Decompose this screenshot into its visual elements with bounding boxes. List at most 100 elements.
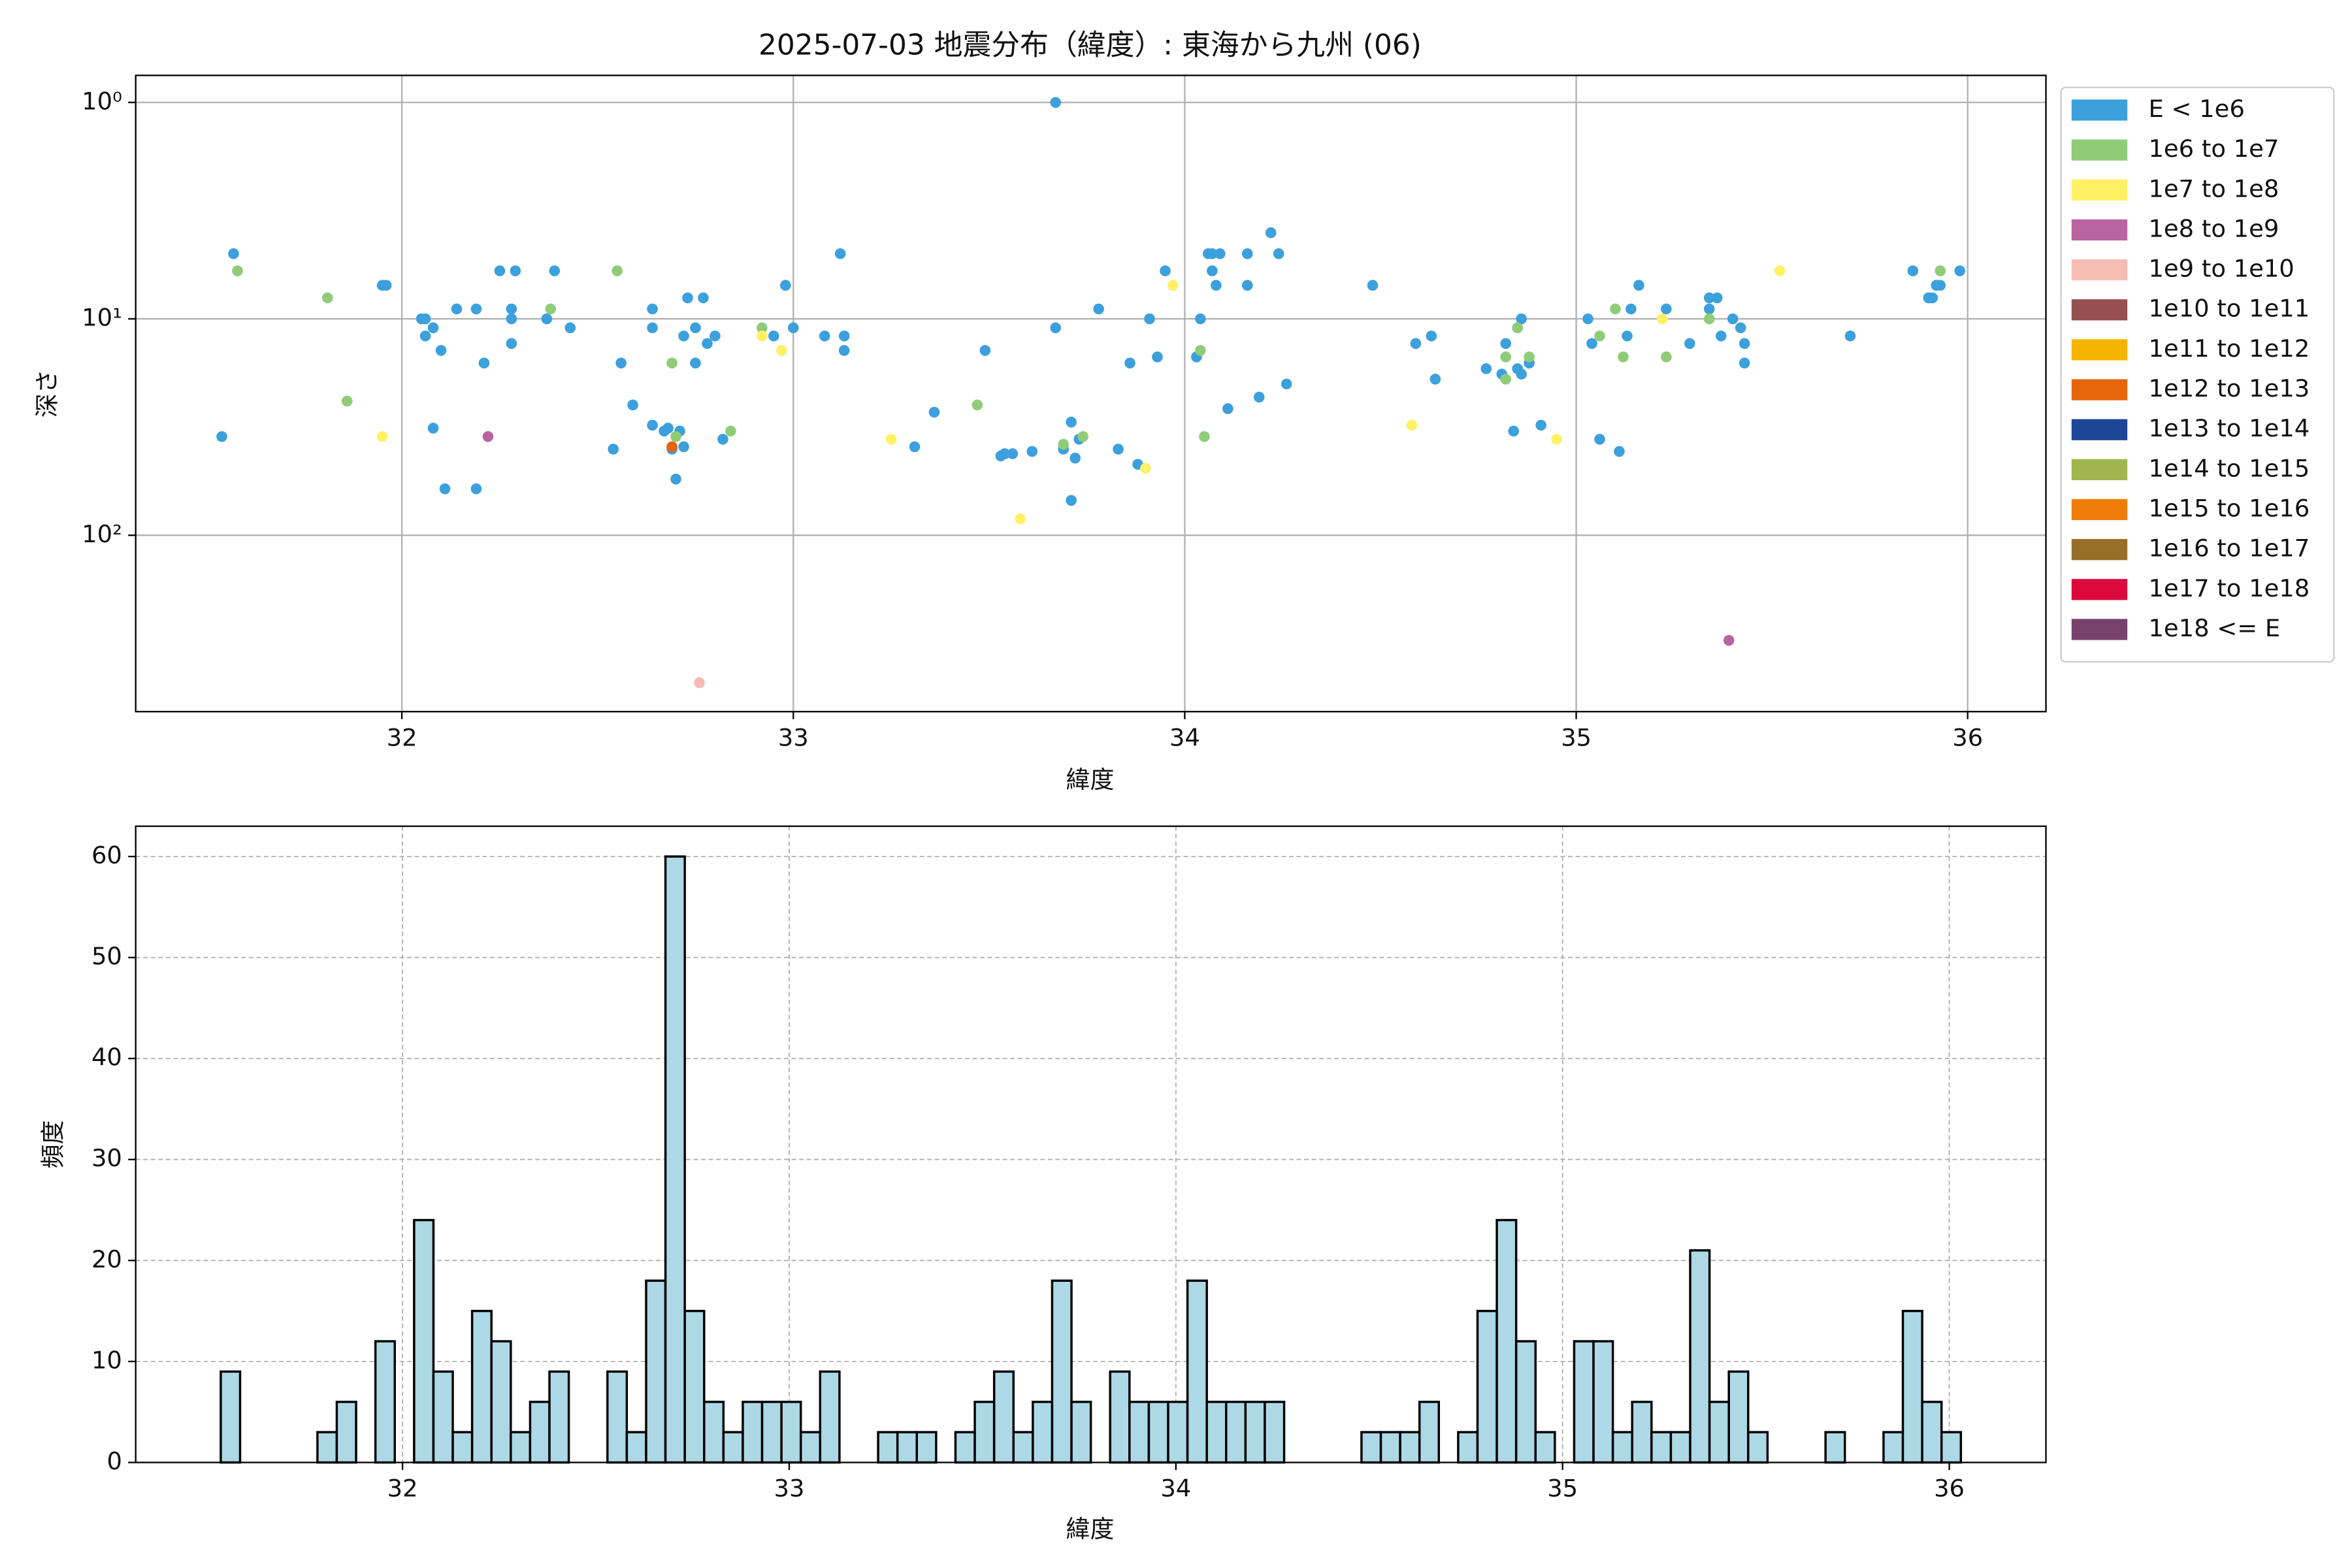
histogram-bar xyxy=(1070,1400,1092,1464)
histogram-bar xyxy=(799,1431,822,1464)
histogram-bar xyxy=(1611,1431,1633,1464)
histogram-bar xyxy=(1747,1431,1769,1464)
x-tick-label: 34 xyxy=(1160,1475,1191,1503)
scatter-point xyxy=(612,265,623,276)
scatter-point xyxy=(1050,97,1061,108)
histogram-bar xyxy=(1244,1400,1266,1464)
scatter-point xyxy=(1066,495,1077,506)
scatter-point xyxy=(776,345,787,356)
histogram-bar xyxy=(1457,1431,1479,1464)
x-tick-label: 33 xyxy=(778,723,809,751)
scatter-point xyxy=(1508,425,1520,437)
histogram-bar xyxy=(1631,1400,1653,1464)
legend-swatch xyxy=(2071,498,2128,521)
histogram-bar xyxy=(1669,1431,1691,1464)
y-tick-label: 10 xyxy=(91,1346,122,1374)
scatter-point xyxy=(1735,322,1746,334)
scatter-point xyxy=(615,357,627,368)
scatter-point xyxy=(1058,438,1069,450)
scatter-point xyxy=(1152,351,1163,363)
histogram-bar xyxy=(683,1309,706,1464)
scatter-point xyxy=(1625,303,1637,315)
x-tick-label: 35 xyxy=(1561,723,1592,751)
histogram-bar xyxy=(1940,1431,1963,1464)
scatter-point xyxy=(678,330,689,342)
histogram-bar xyxy=(490,1340,512,1464)
scatter-point xyxy=(451,303,463,315)
histogram-bar xyxy=(625,1431,647,1464)
scatter-point xyxy=(1113,444,1124,455)
scatter-point xyxy=(1026,446,1038,457)
x-tick-label: 32 xyxy=(387,723,417,751)
scatter-point xyxy=(1199,431,1210,442)
scatter-point xyxy=(787,322,799,334)
histogram-bar xyxy=(1650,1431,1673,1464)
histogram-bar xyxy=(1399,1431,1421,1464)
histogram-bar xyxy=(432,1370,454,1464)
scatter-point xyxy=(1723,634,1735,646)
histogram-bar xyxy=(1418,1400,1441,1464)
scatter-point xyxy=(1774,265,1786,276)
histogram-bar xyxy=(1012,1431,1034,1464)
scatter-point xyxy=(647,419,658,431)
scatter-point xyxy=(470,483,482,495)
legend-swatch xyxy=(2071,619,2128,640)
histogram-bar xyxy=(664,855,686,1464)
scatter-point xyxy=(510,265,521,276)
legend-label: 1e7 to 1e8 xyxy=(2148,174,2279,203)
scatter-point xyxy=(710,330,721,342)
scatter-point xyxy=(1426,330,1437,342)
scatter-point xyxy=(1535,419,1546,431)
scatter-point xyxy=(1927,292,1938,304)
histogram-bar xyxy=(220,1370,242,1464)
histogram-bar xyxy=(1573,1340,1595,1464)
x-tick-label: 34 xyxy=(1169,723,1200,751)
scatter-point xyxy=(690,357,701,368)
histogram-bar xyxy=(316,1431,338,1464)
scatter-point xyxy=(838,330,850,342)
scatter-point xyxy=(232,265,243,276)
histogram-bar xyxy=(1921,1400,1943,1464)
scatter-point xyxy=(470,303,482,315)
y-tick-label: 40 xyxy=(91,1043,122,1071)
scatter-point xyxy=(670,431,681,442)
histogram-bar xyxy=(1514,1340,1537,1464)
y-axis-label: 頻度 xyxy=(39,1120,67,1169)
scatter-point xyxy=(666,441,678,453)
histogram-bar xyxy=(780,1400,802,1464)
legend-label: 1e17 to 1e18 xyxy=(2148,574,2310,602)
scatter-point xyxy=(1160,265,1171,276)
scatter-point xyxy=(1661,303,1672,315)
x-axis-label: 緯度 xyxy=(1066,1515,1115,1543)
legend-swatch xyxy=(2071,259,2128,281)
scatter-point xyxy=(321,292,333,304)
scatter-point xyxy=(1140,463,1151,474)
histogram-bar xyxy=(954,1431,976,1464)
scatter-point xyxy=(1935,265,1946,276)
scatter-point xyxy=(647,303,658,315)
scatter-point xyxy=(1007,448,1019,459)
scatter-point xyxy=(419,330,431,342)
scatter-point xyxy=(627,399,638,411)
legend-label: 1e12 to 1e13 xyxy=(2148,374,2310,402)
scatter-point xyxy=(1215,248,1226,259)
scatter-point xyxy=(819,330,830,342)
legend-box xyxy=(2060,86,2335,663)
legend-label: 1e16 to 1e17 xyxy=(2148,534,2310,563)
legend-label: 1e6 to 1e7 xyxy=(2148,135,2279,163)
legend-label: 1e10 to 1e11 xyxy=(2148,295,2310,323)
scatter-point xyxy=(1077,431,1088,442)
scatter-point xyxy=(341,395,353,407)
scatter-point xyxy=(1410,338,1422,350)
histogram-bar xyxy=(877,1431,899,1464)
y-tick-label: 10¹ xyxy=(82,304,122,332)
scatter-point xyxy=(885,433,897,445)
scatter-point xyxy=(1168,280,1179,291)
scatter-point xyxy=(1241,280,1253,291)
scatter-point xyxy=(1406,419,1418,431)
scatter-point xyxy=(1954,265,1966,276)
scatter-point xyxy=(478,357,490,368)
scatter-point xyxy=(1500,338,1512,350)
scatter-point xyxy=(506,313,517,325)
scatter-point xyxy=(545,303,557,315)
